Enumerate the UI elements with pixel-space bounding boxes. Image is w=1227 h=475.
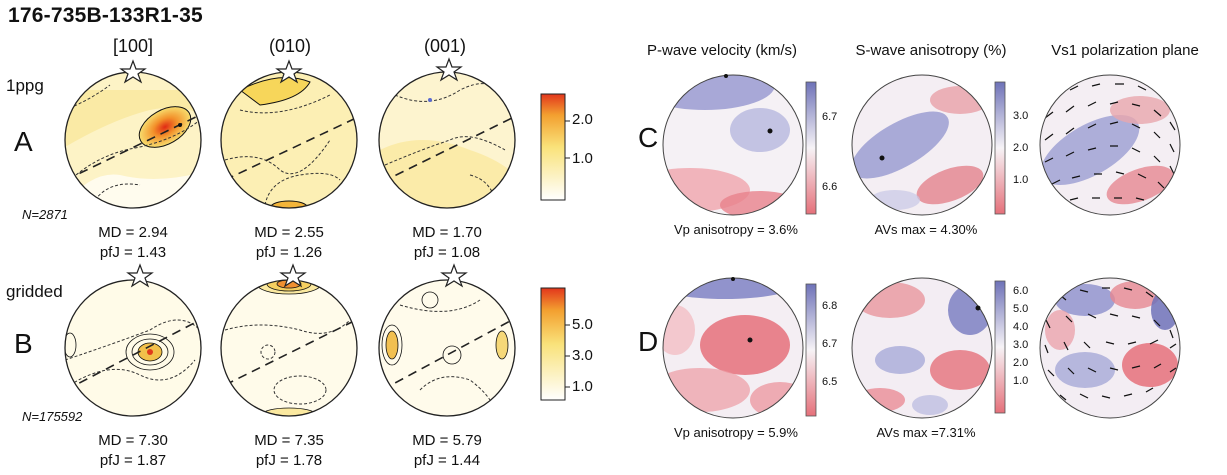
avs-plot-c [851, 74, 993, 216]
colorbar-b-tick-3: 3.0 [572, 347, 593, 364]
vs1-plot-d [1039, 277, 1181, 419]
vp-plot-c [662, 74, 804, 216]
row-a-n-label: N=2871 [22, 207, 68, 222]
row-a-md-010: MD = 2.55 [254, 224, 324, 241]
avs-c-caption: AVs max = 4.30% [874, 222, 978, 237]
avs-d-caption: AVs max =7.31% [876, 425, 976, 440]
vp-d-tick-67: 6.7 [822, 338, 838, 350]
pole-figure-b-001 [378, 263, 516, 417]
star-icon [126, 263, 154, 288]
avs-colorbar-d [994, 280, 1006, 414]
row-a-tag: 1ppg [6, 76, 44, 95]
vs1-plot-c [1039, 74, 1181, 216]
row-c-letter: C [638, 122, 659, 153]
avs-d-tick-2: 2.0 [1013, 357, 1029, 369]
avs-d-tick-4: 4.0 [1013, 321, 1029, 333]
row-b-pfj-001: pfJ = 1.44 [413, 452, 481, 469]
star-icon [435, 57, 463, 82]
row-a-md-001: MD = 1.70 [412, 224, 482, 241]
vp-d-tick-65: 6.5 [822, 376, 838, 388]
colorbar-a-tick-1: 1.0 [572, 150, 593, 167]
vp-c-caption: Vp anisotropy = 3.6% [674, 222, 798, 237]
row-b-letter: B [14, 328, 33, 359]
colorbar-a-tick-2: 2.0 [572, 111, 593, 128]
vp-colorbar-d [805, 283, 817, 417]
avs-c-tick-2: 2.0 [1013, 142, 1029, 154]
column-header-100: [100] [112, 36, 154, 56]
header-s-wave: S-wave anisotropy (%) [855, 42, 1007, 59]
column-header-010: (010) [268, 36, 312, 56]
row-b-md-100: MD = 7.30 [98, 432, 168, 449]
avs-d-tick-1: 1.0 [1013, 375, 1029, 387]
vp-d-tick-68: 6.8 [822, 300, 838, 312]
row-a-pfj-100: pfJ = 1.43 [99, 244, 167, 261]
row-b-n-label: N=175592 [22, 409, 83, 424]
avs-c-tick-1: 1.0 [1013, 174, 1029, 186]
avs-c-tick-3: 3.0 [1013, 110, 1029, 122]
vp-d-caption: Vp anisotropy = 5.9% [674, 425, 798, 440]
pole-figure-a-001 [378, 57, 516, 209]
avs-d-tick-3: 3.0 [1013, 339, 1029, 351]
pole-figure-a-010 [220, 59, 358, 209]
row-a-pfj-001: pfJ = 1.08 [413, 244, 481, 261]
row-b-md-010: MD = 7.35 [254, 432, 324, 449]
colorbar-a [540, 93, 566, 201]
colorbar-b-tick-1: 1.0 [572, 378, 593, 395]
vp-c-tick-66: 6.6 [822, 181, 838, 193]
pole-figure-b-100 [64, 263, 202, 417]
avs-colorbar-c [994, 81, 1006, 215]
vp-plot-d [662, 277, 804, 419]
row-a-letter: A [14, 126, 33, 157]
star-icon [440, 263, 468, 288]
row-b-md-001: MD = 5.79 [412, 432, 482, 449]
row-b-pfj-100: pfJ = 1.87 [99, 452, 167, 469]
vp-c-tick-67: 6.7 [822, 111, 838, 123]
row-a-md-100: MD = 2.94 [98, 224, 168, 241]
column-header-001: (001) [423, 36, 467, 56]
avs-d-tick-6: 6.0 [1013, 285, 1029, 297]
row-b-pfj-010: pfJ = 1.78 [255, 452, 323, 469]
avs-d-tick-5: 5.0 [1013, 303, 1029, 315]
star-icon [119, 59, 147, 84]
colorbar-b-tick-5: 5.0 [572, 316, 593, 333]
row-a-pfj-010: pfJ = 1.26 [255, 244, 323, 261]
row-b-tag: gridded [6, 282, 63, 301]
pole-figure-b-010 [220, 263, 358, 417]
vp-colorbar-c [805, 81, 817, 215]
star-icon [279, 263, 307, 288]
pole-figure-a-100 [64, 59, 202, 209]
colorbar-b [540, 287, 566, 401]
header-vs1: Vs1 polarization plane [1051, 42, 1199, 59]
avs-plot-d [851, 277, 993, 419]
figure-title: 176-735B-133R1-35 [8, 4, 203, 27]
header-p-wave: P-wave velocity (km/s) [646, 42, 798, 59]
star-icon [275, 59, 303, 84]
row-d-letter: D [638, 326, 659, 357]
